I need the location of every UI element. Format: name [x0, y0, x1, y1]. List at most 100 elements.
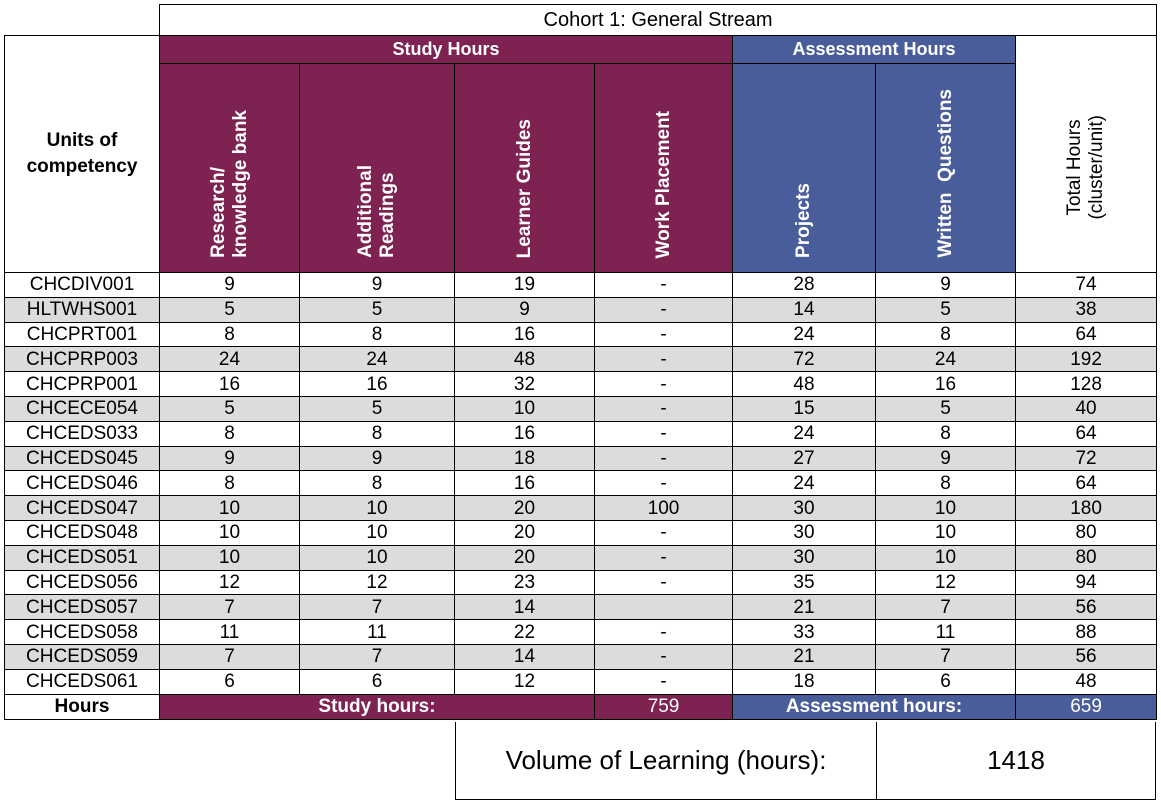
- table-row: CHCECE054 5 5 10-15 5 40: [4, 395, 1158, 422]
- cohort-title: Cohort 1: General Stream: [158, 4, 1158, 36]
- table-row: CHCEDS045 9 9 18-27 9 72: [4, 445, 1158, 472]
- cell-questions: 24: [875, 346, 1016, 373]
- study-hours-header: Study Hours: [159, 35, 733, 64]
- cell-research: 7: [159, 594, 300, 621]
- col-header-readings: Additional Readings: [299, 63, 455, 273]
- cell-guides: 20: [454, 495, 595, 521]
- cell-readings: 5: [299, 296, 455, 323]
- cell-readings: 7: [299, 643, 455, 670]
- cell-placement: -: [594, 272, 733, 298]
- table-row: CHCEDS033 8 8 16-24 8 64: [4, 420, 1158, 447]
- cell-guides: 14: [454, 643, 595, 670]
- cell-questions: 9: [875, 445, 1016, 472]
- cell-projects: 72: [732, 346, 876, 373]
- col-header-work-placement: Work Placement: [594, 63, 733, 273]
- cell-questions: 12: [875, 569, 1016, 596]
- cell-guides: 23: [454, 569, 595, 596]
- cell-questions: 7: [875, 594, 1016, 621]
- cell-placement: -: [594, 470, 733, 497]
- cell-projects: 30: [732, 544, 876, 571]
- study-hours-label: Study hours:: [159, 693, 595, 720]
- cell-readings: 8: [299, 321, 455, 348]
- cell-research: 9: [159, 445, 300, 472]
- cell-unit: CHCEDS046: [4, 470, 160, 497]
- cell-placement: -: [594, 346, 733, 373]
- cell-guides: 10: [454, 395, 595, 422]
- cell-total: 56: [1014, 643, 1158, 670]
- cell-questions: 10: [875, 544, 1016, 571]
- cell-questions: 8: [875, 321, 1016, 348]
- cell-research: 10: [159, 495, 300, 521]
- cell-placement: -: [594, 619, 733, 645]
- table-row: CHCEDS059 7 7 14-21 7 56: [4, 643, 1158, 670]
- cell-projects: 24: [732, 470, 876, 497]
- cell-unit: CHCECE054: [4, 395, 160, 422]
- cell-guides: 16: [454, 470, 595, 497]
- cell-readings: 8: [299, 470, 455, 497]
- cell-readings: 10: [299, 544, 455, 571]
- cell-guides: 16: [454, 420, 595, 447]
- table-row: CHCEDS051 10 10 20-30 10 80: [4, 544, 1158, 571]
- cell-projects: 30: [732, 495, 876, 521]
- cell-research: 9: [159, 272, 300, 298]
- cell-research: 8: [159, 321, 300, 348]
- cell-unit: CHCEDS058: [4, 619, 160, 645]
- cell-unit: HLTWHS001: [4, 296, 160, 323]
- cell-unit: CHCEDS033: [4, 420, 160, 447]
- cell-readings: 6: [299, 668, 455, 695]
- cell-guides: 22: [454, 619, 595, 645]
- cell-research: 7: [159, 643, 300, 670]
- cell-questions: 5: [875, 296, 1016, 323]
- cell-projects: 30: [732, 519, 876, 546]
- cell-unit: CHCEDS059: [4, 643, 160, 670]
- cell-projects: 27: [732, 445, 876, 472]
- cell-guides: 12: [454, 668, 595, 695]
- cell-questions: 8: [875, 420, 1016, 447]
- col-header-research: Research/ knowledge bank: [159, 63, 300, 273]
- cell-projects: 33: [732, 619, 876, 645]
- cell-placement: -: [594, 544, 733, 571]
- cell-placement: -: [594, 445, 733, 472]
- cell-readings: 9: [299, 445, 455, 472]
- cell-guides: 32: [454, 371, 595, 397]
- cell-total: 80: [1014, 519, 1158, 546]
- cell-placement: -: [594, 420, 733, 447]
- cell-total: 80: [1014, 544, 1158, 571]
- volume-value: 1418: [987, 745, 1045, 775]
- cell-total: 64: [1014, 470, 1158, 497]
- cell-total: 40: [1014, 395, 1158, 422]
- cell-placement: -: [594, 519, 733, 546]
- cell-projects: 18: [732, 668, 876, 695]
- cell-total: 180: [1014, 495, 1158, 521]
- cell-guides: 19: [454, 272, 595, 298]
- cell-placement: [594, 594, 733, 621]
- cell-research: 8: [159, 420, 300, 447]
- cell-placement: -: [594, 569, 733, 596]
- blank-total-group: [1014, 35, 1158, 64]
- cell-total: 48: [1014, 668, 1158, 695]
- assessment-hours-total: 659: [1014, 693, 1158, 720]
- cell-research: 5: [159, 395, 300, 422]
- cell-placement: -: [594, 371, 733, 397]
- cell-questions: 16: [875, 371, 1016, 397]
- cell-guides: 20: [454, 544, 595, 571]
- cell-readings: 16: [299, 371, 455, 397]
- cell-projects: 21: [732, 594, 876, 621]
- cell-readings: 7: [299, 594, 455, 621]
- cell-guides: 48: [454, 346, 595, 373]
- hours-table: Cohort 1: General Stream Units of compet…: [4, 4, 1158, 720]
- cell-guides: 18: [454, 445, 595, 472]
- cell-total: 64: [1014, 321, 1158, 348]
- table-row: CHCEDS061 6 6 12-18 6 48: [4, 668, 1158, 695]
- cell-projects: 48: [732, 371, 876, 397]
- assessment-hours-label: Assessment hours:: [732, 693, 1016, 720]
- cell-research: 24: [159, 346, 300, 373]
- cell-research: 10: [159, 544, 300, 571]
- cell-research: 5: [159, 296, 300, 323]
- cell-research: 8: [159, 470, 300, 497]
- cell-unit: CHCEDS047: [4, 495, 160, 521]
- blank-corner: [4, 4, 160, 36]
- cell-total: 64: [1014, 420, 1158, 447]
- cell-research: 6: [159, 668, 300, 695]
- table-row: CHCEDS058 11 11 22-33 11 88: [4, 619, 1158, 645]
